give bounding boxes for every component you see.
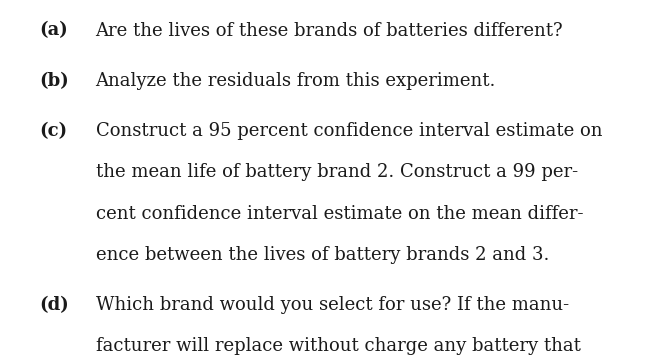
- Text: (d): (d): [40, 296, 69, 314]
- Text: Which brand would you select for use? If the manu-: Which brand would you select for use? If…: [96, 296, 569, 314]
- Text: the mean life of battery brand 2. Construct a 99 per-: the mean life of battery brand 2. Constr…: [96, 163, 578, 181]
- Text: cent confidence interval estimate on the mean differ-: cent confidence interval estimate on the…: [96, 205, 583, 223]
- Text: Are the lives of these brands of batteries different?: Are the lives of these brands of batteri…: [96, 22, 563, 39]
- Text: (a): (a): [40, 22, 69, 39]
- Text: (b): (b): [40, 72, 69, 90]
- Text: Construct a 95 percent confidence interval estimate on: Construct a 95 percent confidence interv…: [96, 122, 602, 140]
- Text: ence between the lives of battery brands 2 and 3.: ence between the lives of battery brands…: [96, 246, 549, 264]
- Text: Analyze the residuals from this experiment.: Analyze the residuals from this experime…: [96, 72, 496, 90]
- Text: facturer will replace without charge any battery that: facturer will replace without charge any…: [96, 337, 581, 355]
- Text: (c): (c): [40, 122, 68, 140]
